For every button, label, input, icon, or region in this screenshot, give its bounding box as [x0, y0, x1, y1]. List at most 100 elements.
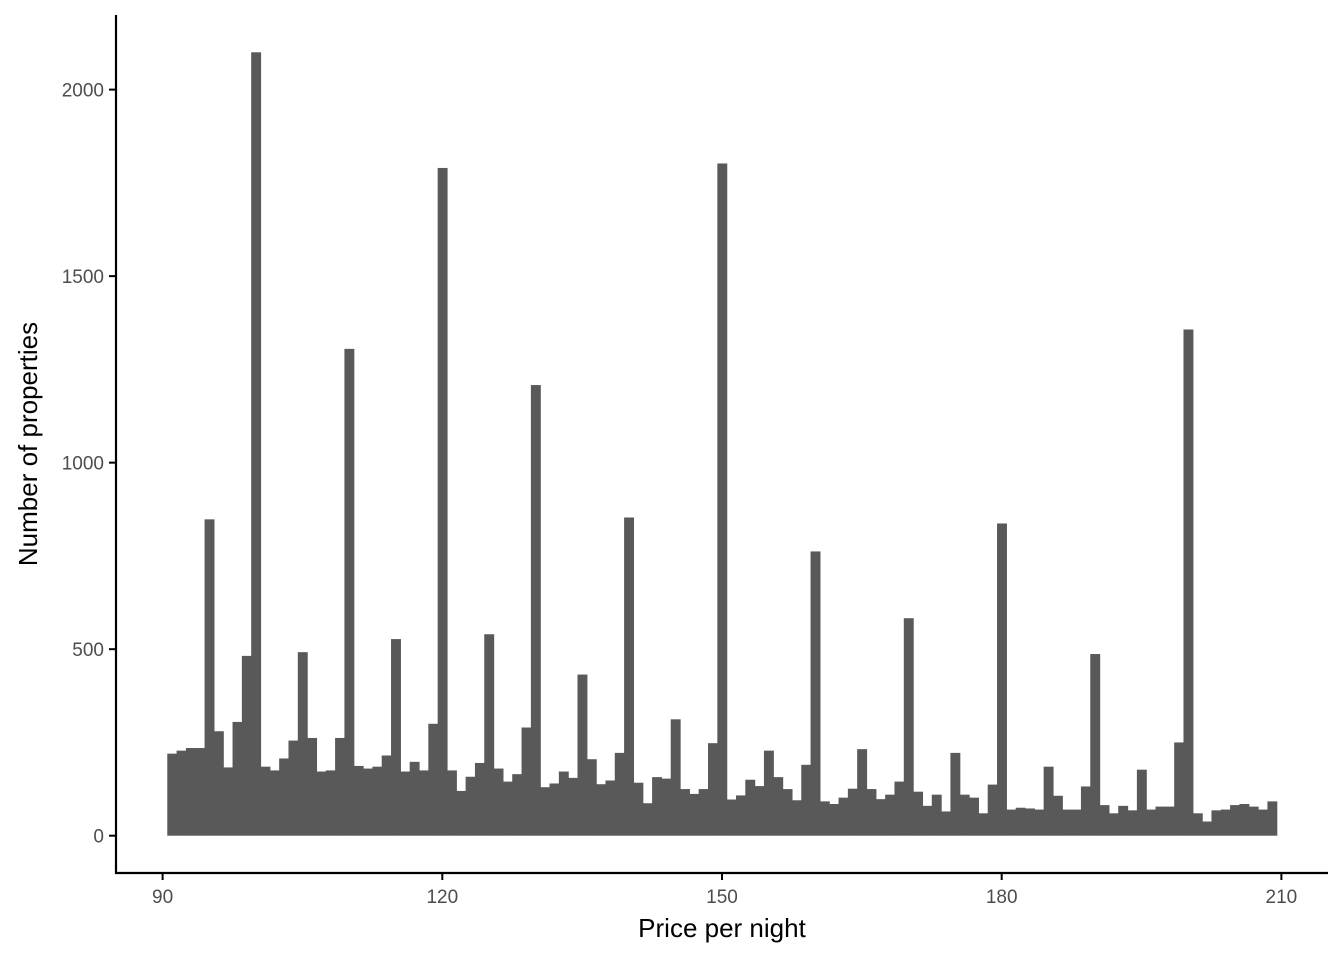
histogram-bar [586, 759, 597, 836]
histogram-bar [1108, 813, 1119, 836]
histogram-bar [344, 348, 355, 836]
histogram-bar [950, 752, 961, 836]
histogram-bar [1080, 786, 1091, 836]
histogram-bar [167, 753, 178, 836]
histogram-bar [894, 781, 905, 836]
histogram-bar [931, 794, 942, 836]
histogram-bar [1136, 769, 1147, 836]
histogram-bar [735, 795, 746, 836]
histogram-bar [1248, 806, 1259, 836]
histogram-bar [530, 385, 541, 836]
histogram-bar [288, 740, 299, 836]
histogram-bar [959, 794, 970, 836]
histogram-bar [549, 783, 560, 836]
histogram-bar [773, 777, 784, 836]
histogram-bar [922, 805, 933, 836]
histogram-bar [521, 727, 532, 836]
histogram-bar [1090, 654, 1101, 836]
histogram-bar [997, 523, 1007, 836]
y-tick-label: 500 [72, 640, 104, 661]
histogram-bar [614, 752, 625, 836]
histogram-bar [987, 784, 998, 836]
histogram-bar [866, 789, 877, 836]
histogram-bar [223, 767, 234, 836]
histogram-bar [689, 793, 700, 836]
histogram-bar [838, 797, 849, 836]
histogram-bar [1267, 801, 1278, 836]
histogram-bar [754, 786, 765, 836]
histogram-bar [1025, 808, 1035, 836]
x-tick-label: 180 [986, 887, 1018, 908]
histogram-bar [1071, 809, 1082, 836]
histogram-bar [670, 719, 681, 836]
histogram-bar [279, 758, 290, 836]
histogram-bar [847, 788, 858, 836]
histogram-bar [465, 776, 476, 836]
histogram-bar [269, 770, 280, 836]
histogram-bar [1230, 805, 1241, 836]
histogram-bar [1118, 805, 1129, 836]
x-axis-ticks: 90 120 150 180 210 [152, 873, 1297, 908]
histogram-bar [232, 721, 243, 836]
histogram-bar [474, 762, 485, 836]
histogram-bar [1099, 805, 1110, 836]
histogram-bar [1192, 813, 1203, 836]
histogram-bar [1043, 766, 1054, 836]
histogram-bar [857, 749, 868, 836]
histogram-bar [1164, 806, 1175, 836]
histogram-bar [913, 791, 924, 836]
histogram-bar [1127, 810, 1138, 836]
histogram-bar [512, 774, 523, 836]
histogram-bar [577, 674, 588, 836]
histogram-bar [1174, 742, 1185, 836]
histogram-bar [819, 801, 830, 836]
histogram-bar [428, 723, 439, 836]
histogram-bar [726, 799, 737, 836]
histogram-bar [680, 789, 690, 836]
histogram-bar [372, 766, 383, 836]
y-tick-label: 1000 [62, 454, 104, 475]
histogram-bar [493, 768, 504, 836]
histogram-bar [708, 743, 718, 836]
histogram-bar [1202, 821, 1213, 836]
histogram-bar [875, 799, 886, 836]
histogram-bar [241, 655, 252, 836]
x-tick-label: 90 [152, 887, 173, 908]
histogram-bar [1258, 809, 1268, 836]
histogram-bar [624, 517, 635, 836]
histogram-bar [791, 800, 802, 836]
histogram-bar [1034, 809, 1045, 836]
histogram-bar [353, 765, 364, 836]
bars-group [167, 52, 1278, 836]
histogram-bar [484, 634, 495, 836]
histogram-bar [642, 803, 653, 836]
histogram-bar [400, 771, 411, 836]
histogram-bar [558, 771, 569, 836]
histogram-bar [745, 779, 756, 836]
histogram-bar [763, 750, 774, 836]
histogram-bar [652, 777, 662, 836]
histogram-bar [661, 778, 672, 836]
y-axis-title: Number of properties [13, 322, 43, 566]
histogram-bar [1155, 806, 1166, 836]
histogram-bar [885, 794, 896, 836]
y-tick-label: 1500 [62, 267, 104, 288]
histogram-bar [251, 52, 262, 836]
histogram-bar [568, 777, 579, 836]
histogram-bar [717, 163, 728, 836]
histogram-bar [1239, 803, 1250, 836]
histogram-bar [903, 618, 914, 836]
y-tick-label: 0 [93, 827, 104, 848]
x-tick-label: 120 [426, 887, 458, 908]
histogram-bar [297, 652, 308, 836]
histogram-bar [1183, 329, 1194, 836]
histogram-bar [437, 167, 448, 836]
histogram-bar [978, 813, 989, 836]
histogram-bar [502, 781, 513, 836]
x-axis-title: Price per night [638, 913, 806, 943]
histogram-bar [213, 731, 224, 836]
histogram-bar [307, 737, 318, 836]
histogram-bar [605, 780, 616, 836]
histogram-bar [316, 771, 327, 836]
